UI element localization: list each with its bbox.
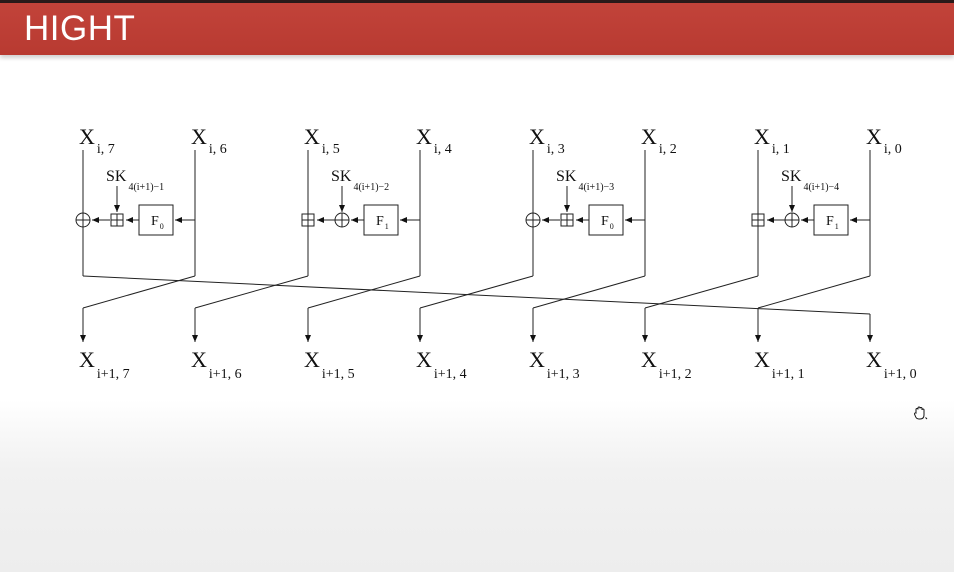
modadd-operator [560,213,574,227]
modadd-operator [110,213,124,227]
xor-operator [334,212,350,228]
f-function-box [813,204,849,236]
top-border [0,0,954,3]
input-label-lo: Xi, 0 [866,124,902,157]
wire-rotate [419,275,534,309]
input-label-hi: Xi, 7 [79,124,115,157]
input-label-lo: Xi, 6 [191,124,227,157]
wire-rotate [757,275,871,309]
hand-cursor-icon [914,406,928,420]
slide-header: HIGHT [0,3,954,55]
output-label: Xi+1, 1 [754,347,805,382]
f-function-label: F0 [151,214,164,231]
wire-rotate-long [82,275,871,315]
input-label-hi: Xi, 3 [529,124,565,157]
output-label: Xi+1, 5 [304,347,355,382]
subkey-label: SK4(i+1)−1 [106,168,164,193]
f-function-box [138,204,174,236]
output-label: Xi+1, 2 [641,347,692,382]
input-label-lo: Xi, 4 [416,124,452,157]
output-label: Xi+1, 3 [529,347,580,382]
xor-operator [75,212,91,228]
output-label: Xi+1, 6 [191,347,242,382]
input-label-hi: Xi, 1 [754,124,790,157]
slide-title: HIGHT [24,9,136,48]
output-label: Xi+1, 0 [866,347,917,382]
input-label-hi: Xi, 5 [304,124,340,157]
subkey-label: SK4(i+1)−4 [781,168,839,193]
modadd-operator [301,213,315,227]
input-label-lo: Xi, 2 [641,124,677,157]
modadd-operator [751,213,765,227]
xor-operator [525,212,541,228]
wire-rotate [532,275,646,309]
f-function-label: F0 [601,214,614,231]
wire-rotate [82,275,196,309]
wire-rotate [194,275,309,309]
xor-operator [784,212,800,228]
subkey-label: SK4(i+1)−3 [556,168,614,193]
output-label: Xi+1, 4 [416,347,467,382]
f-function-box [588,204,624,236]
f-function-box [363,204,399,236]
wire-rotate [307,275,421,309]
output-label: Xi+1, 7 [79,347,130,382]
subkey-label: SK4(i+1)−2 [331,168,389,193]
wire-rotate [644,275,759,309]
f-function-label: F1 [826,214,839,231]
f-function-label: F1 [376,214,389,231]
